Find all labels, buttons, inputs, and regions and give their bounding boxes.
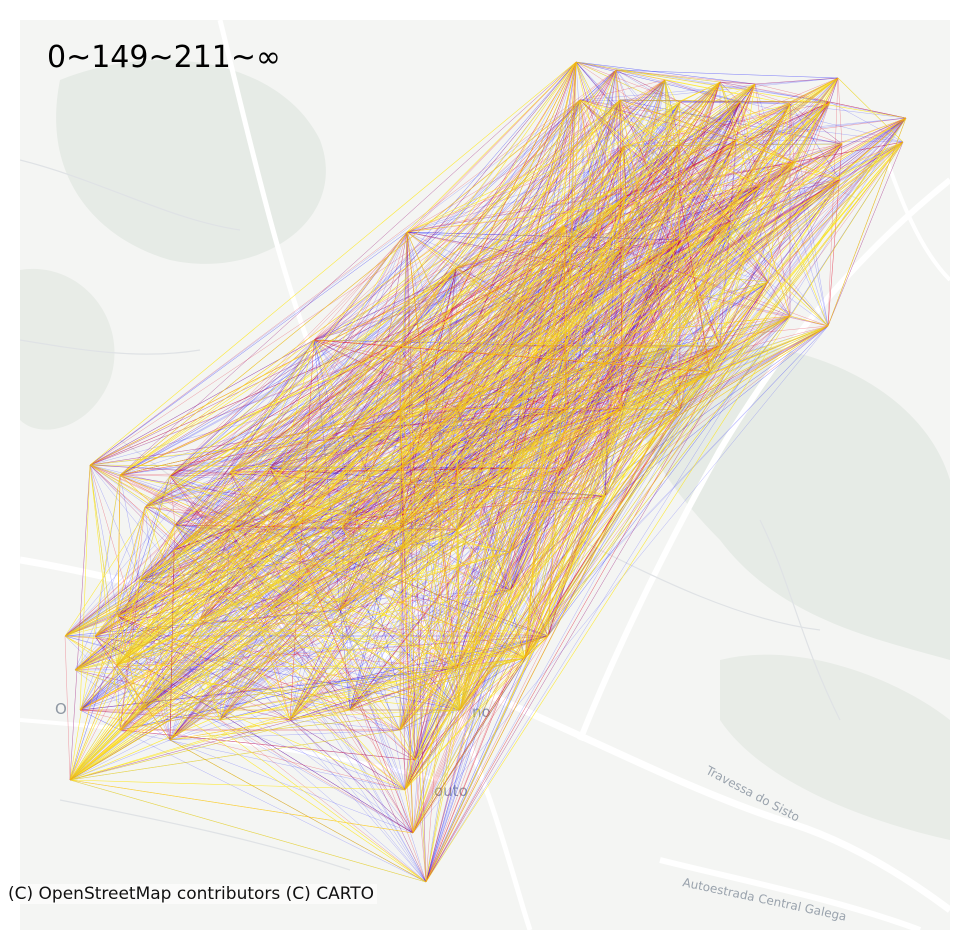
basemap: Travessa do Sisto Autoestrada Central Ga… (20, 20, 950, 930)
road (20, 718, 441, 782)
minor-road (20, 159, 241, 231)
flow-lines (64, 61, 907, 883)
road (878, 139, 950, 282)
minor-road (59, 799, 351, 871)
park-area (720, 654, 950, 840)
legend-bins-label: 0~149~211~∞ (47, 40, 282, 75)
park-area (631, 342, 950, 660)
map-attribution[interactable]: (C) OpenStreetMap contributors (C) CARTO (5, 884, 378, 904)
place-label: O (55, 700, 67, 718)
park-area (20, 268, 115, 430)
place-label: no (472, 703, 491, 721)
minor-road (759, 519, 841, 721)
minor-road (579, 539, 821, 631)
minor-road (20, 339, 201, 355)
park-area (56, 60, 326, 264)
road (659, 857, 922, 930)
road (577, 177, 950, 742)
flow-lines-layer (64, 61, 907, 883)
flow-tier-high (64, 61, 907, 883)
flow-map[interactable]: Travessa do Sisto Autoestrada Central Ga… (20, 20, 950, 930)
